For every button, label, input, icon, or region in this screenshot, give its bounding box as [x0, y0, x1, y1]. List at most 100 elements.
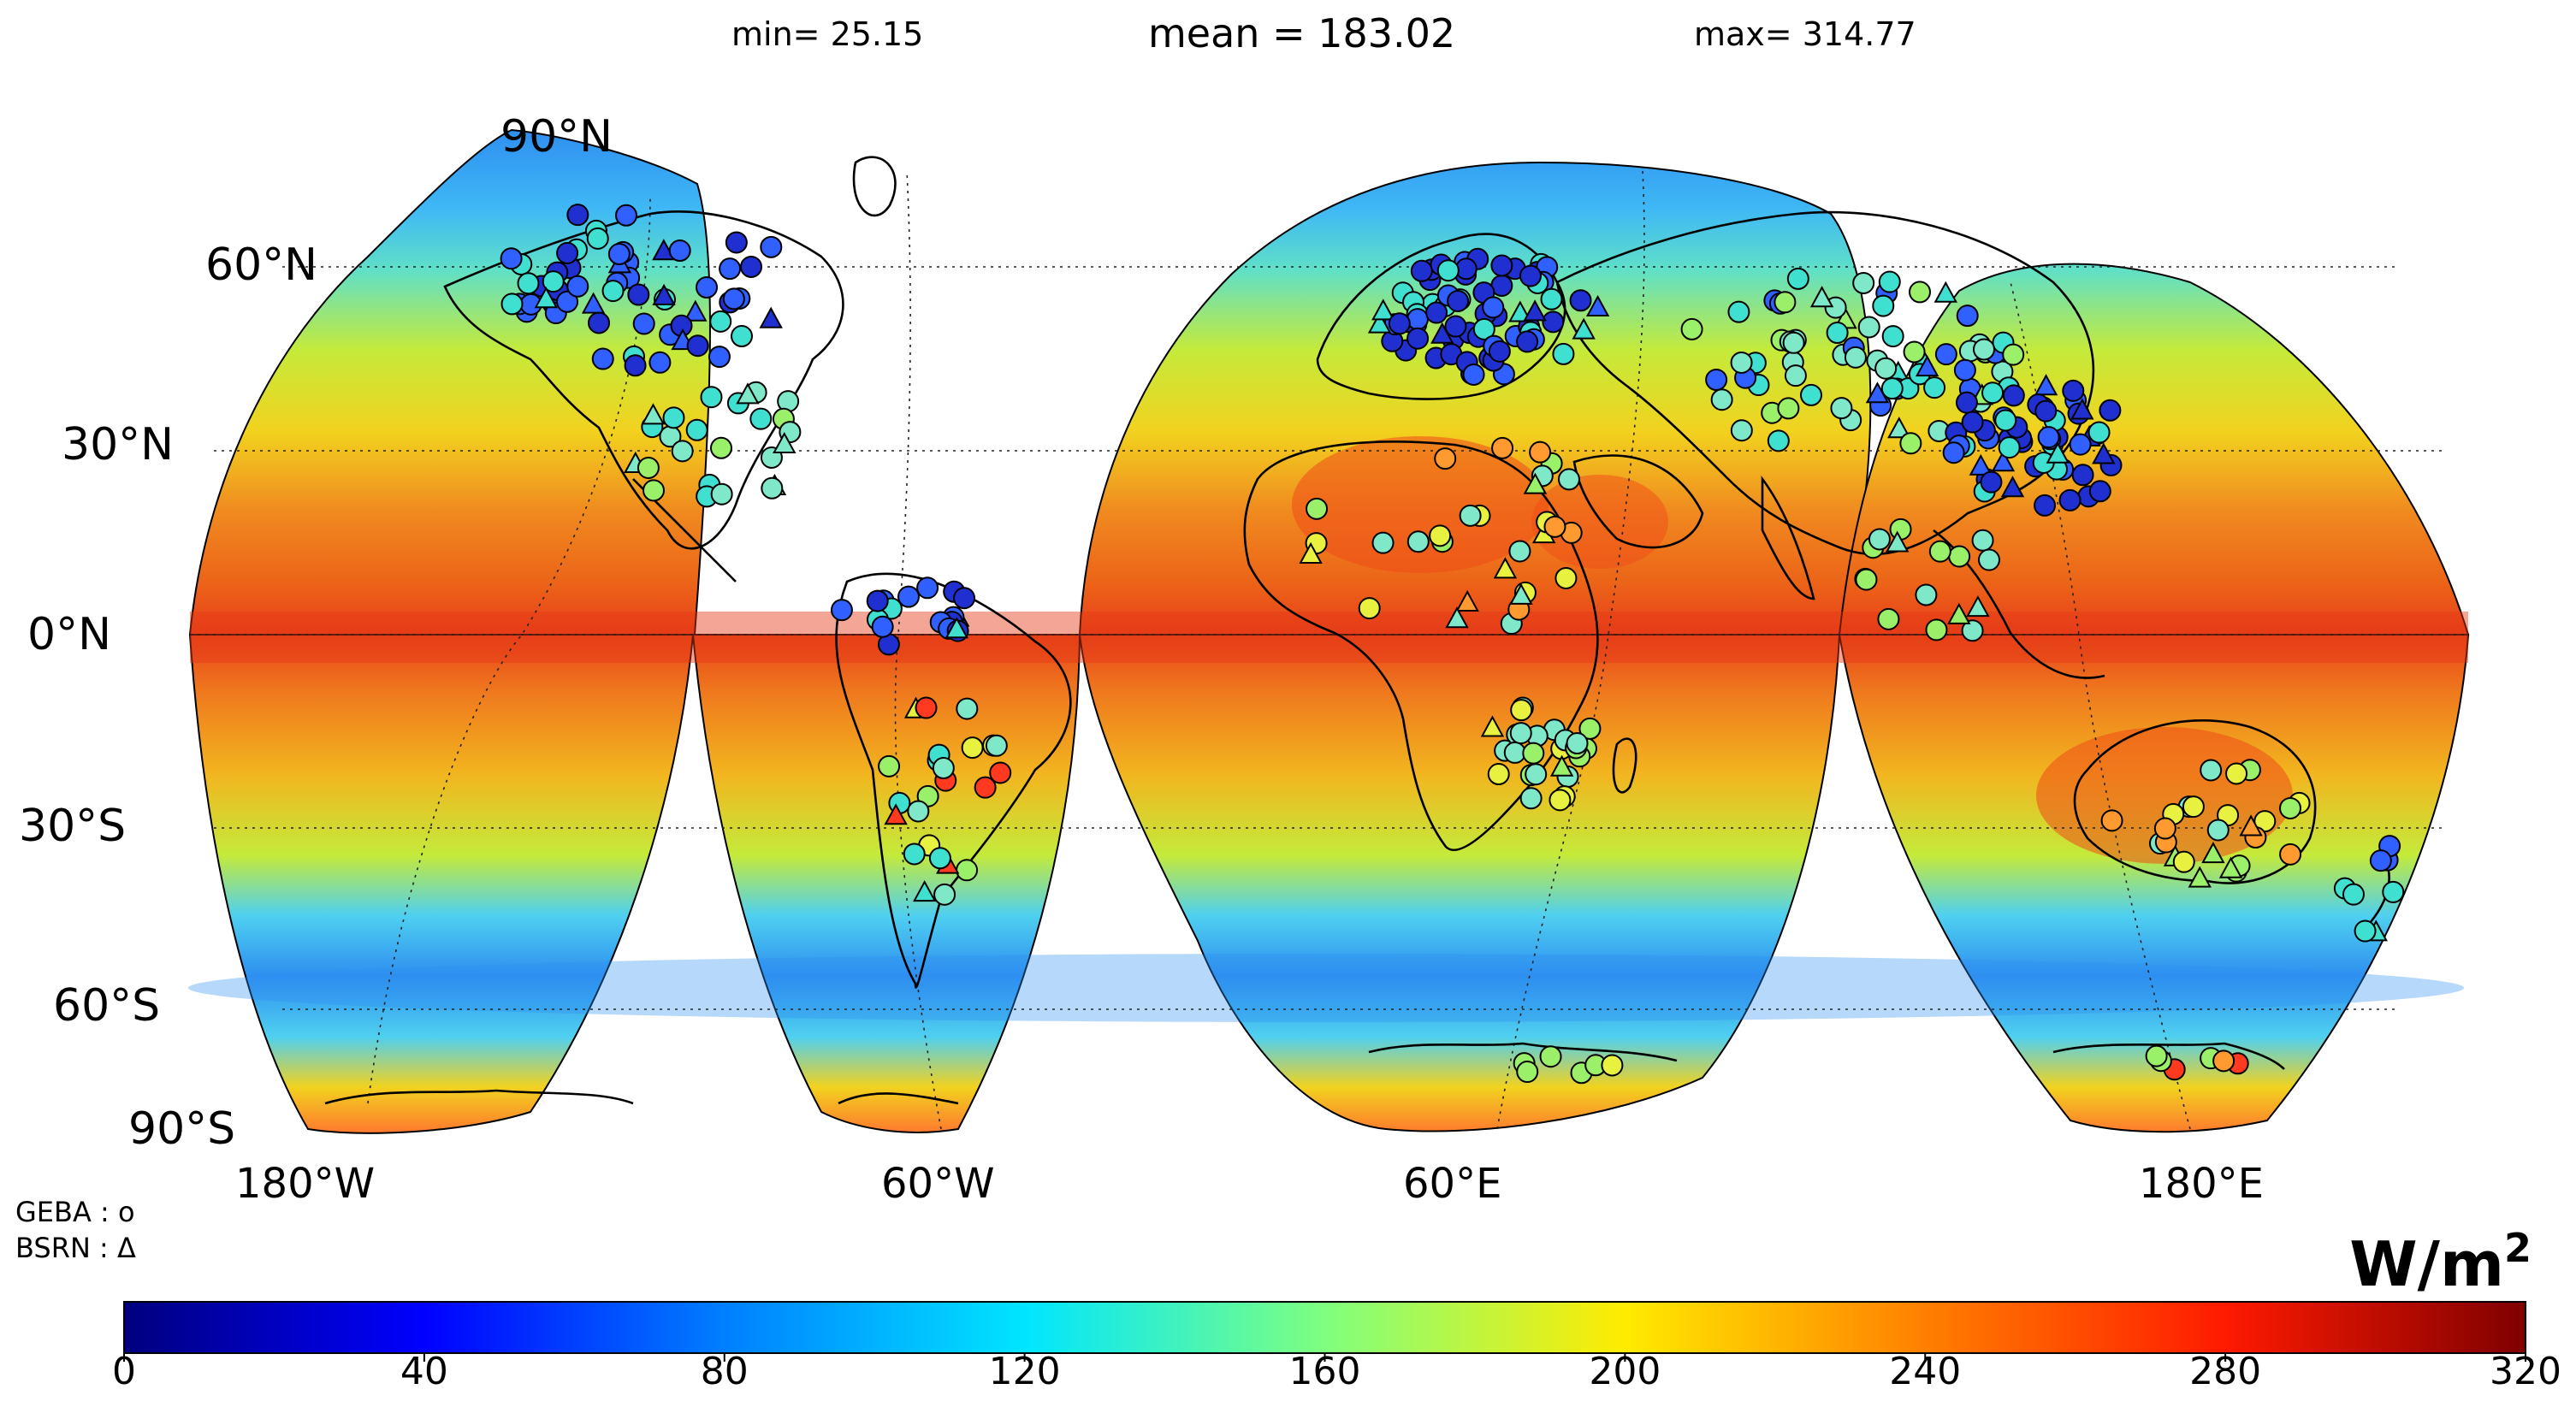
geba-station-marker — [956, 859, 979, 882]
geba-station-marker — [830, 599, 853, 622]
bsrn-station-marker — [1455, 589, 1479, 612]
bsrn-station-marker — [534, 287, 558, 309]
geba-station-marker — [1923, 376, 1946, 399]
geba-station-marker — [1488, 340, 1511, 363]
bsrn-station-marker — [2239, 814, 2263, 837]
geba-station-marker — [1889, 517, 1912, 541]
colorbar-label-240: 240 — [1889, 1350, 1962, 1393]
geba-station-marker — [542, 270, 565, 293]
bsrn-station-marker — [1915, 355, 1939, 377]
bsrn-station-marker — [1887, 417, 1911, 439]
bsrn-station-marker — [684, 299, 708, 322]
geba-station-marker — [709, 310, 732, 333]
geba-station-marker — [624, 354, 647, 377]
geba-station-marker — [685, 418, 708, 441]
geba-station-marker — [1727, 300, 1750, 323]
geba-station-marker — [974, 776, 997, 799]
geba-station-marker — [761, 476, 784, 500]
bsrn-station-marker — [773, 431, 796, 454]
geba-station-marker — [708, 346, 731, 369]
colorbar-unit: W/m2 — [2349, 1225, 2532, 1300]
geba-station-marker — [1566, 732, 1589, 755]
lat-label-90n: 90°N — [500, 111, 613, 163]
geba-station-marker — [671, 440, 694, 463]
geba-station-marker — [1491, 436, 1514, 459]
colorbar-label-160: 160 — [1288, 1350, 1361, 1393]
bsrn-station-marker — [759, 306, 783, 328]
bsrn-station-marker — [1585, 294, 1610, 317]
coast-antarctica-west — [324, 1089, 634, 1105]
geba-station-marker — [1540, 287, 1563, 310]
geba-station-marker — [643, 479, 666, 502]
geba-station-marker — [1955, 391, 1978, 414]
geba-station-marker — [2100, 809, 2123, 832]
geba-station-marker — [566, 275, 589, 298]
geba-station-marker — [1915, 583, 1938, 606]
lon-label-60w: 60°W — [881, 1160, 995, 1208]
geba-station-marker — [1425, 301, 1448, 324]
geba-station-marker — [1786, 267, 1809, 290]
geba-station-marker — [1880, 377, 1904, 400]
geba-station-marker — [953, 587, 976, 610]
geba-station-marker — [719, 257, 742, 281]
geba-station-marker — [1973, 338, 1996, 361]
geba-station-marker — [897, 585, 920, 608]
geba-station-marker — [1542, 310, 1565, 334]
geba-station-marker — [500, 293, 524, 316]
geba-station-marker — [1877, 607, 1900, 630]
geba-station-marker — [586, 227, 609, 250]
geba-station-marker — [1447, 289, 1470, 312]
geba-station-marker — [2037, 426, 2060, 449]
bsrn-station-marker — [1933, 281, 1957, 303]
geba-station-marker — [566, 204, 589, 227]
geba-station-marker — [668, 239, 691, 263]
geba-station-marker — [1981, 381, 2005, 405]
geba-station-marker — [961, 736, 984, 760]
bsrn-station-marker — [1966, 595, 1990, 618]
geba-station-marker — [1855, 568, 1878, 591]
bsrn-station-marker — [1809, 286, 1834, 308]
coast-india — [1761, 476, 1815, 600]
geba-station-marker — [2088, 480, 2111, 503]
geba-station-marker — [1994, 409, 2017, 432]
bsrn-station-marker — [736, 382, 760, 405]
bsrn-station-marker — [2046, 441, 2070, 464]
legend-bsrn: BSRN : Δ — [15, 1232, 136, 1264]
geba-station-marker — [760, 235, 783, 258]
bsrn-station-marker — [641, 403, 666, 425]
colorbar-label-320: 320 — [2490, 1350, 2561, 1393]
lat-label-90s: 90°S — [128, 1103, 236, 1155]
geba-station-marker — [740, 255, 763, 278]
geba-station-marker — [2225, 762, 2248, 785]
bsrn-station-marker — [1480, 715, 1505, 737]
geba-station-marker — [1800, 383, 1823, 406]
geba-station-marker — [1459, 504, 1482, 527]
lobe-eurasia-africa — [1078, 161, 1872, 636]
geba-station-marker — [749, 407, 773, 430]
geba-station-marker — [1525, 763, 1548, 786]
bsrn-station-marker — [2201, 842, 2225, 864]
geba-station-marker — [1444, 315, 1467, 338]
geba-station-marker — [1777, 397, 1800, 420]
geba-station-marker — [1487, 763, 1510, 786]
stat-max: max= 314.77 — [1694, 15, 1916, 53]
geba-station-marker — [1508, 540, 1531, 563]
geba-station-marker — [710, 482, 733, 506]
bsrn-station-marker — [1445, 606, 1469, 629]
geba-station-marker — [1436, 259, 1460, 282]
geba-station-marker — [1977, 548, 2000, 571]
geba-station-marker — [1928, 540, 1951, 563]
coast-antarctica-sa — [838, 1092, 959, 1105]
geba-station-marker — [1971, 529, 1994, 552]
geba-station-marker — [601, 280, 625, 303]
geba-station-marker — [1909, 281, 1932, 304]
bsrn-station-marker — [2218, 856, 2243, 878]
bsrn-station-marker — [2092, 442, 2116, 464]
geba-station-marker — [632, 312, 655, 335]
geba-station-marker — [614, 204, 637, 227]
geba-station-marker — [933, 883, 956, 906]
bsrn-station-marker — [1549, 754, 1574, 777]
bsrn-station-marker — [1969, 453, 1993, 476]
geba-station-marker — [2002, 343, 2025, 366]
geba-station-marker — [1482, 296, 1505, 319]
